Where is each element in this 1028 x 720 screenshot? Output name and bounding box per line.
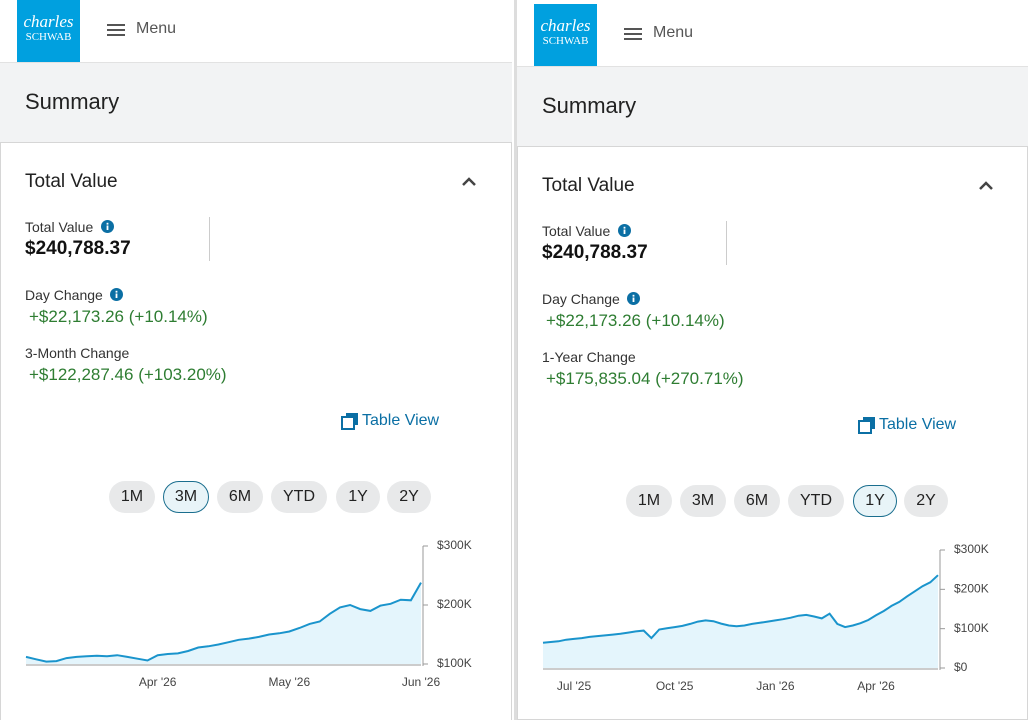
range-button[interactable]: 3M [163,481,209,513]
table-view-icon[interactable] [858,416,876,434]
summary-band [0,62,512,143]
collapse-chevron[interactable] [978,181,994,191]
day-change-value: +$22,173.26 (+10.14%) [546,311,725,330]
area [543,575,938,668]
divider [514,0,517,720]
line [542,574,939,644]
logo-charles: charles [540,16,591,35]
range-button[interactable]: YTD [271,481,327,513]
card-title: Total Value [25,171,118,192]
logo[interactable]: charles SCHWAB [17,0,80,62]
period-change-label: 1-Year Change [542,349,636,365]
summary-band [517,66,1028,147]
x-tick-label: Apr '26 [139,675,177,689]
card-title: Total Value [542,175,635,196]
range-button[interactable]: YTD [788,485,844,517]
line [25,582,422,663]
logo[interactable]: charles SCHWAB [534,4,597,66]
menu-label[interactable]: Menu [653,24,694,41]
x-tick-label: May '26 [269,675,311,689]
card: Total Value Total Value $240,788.37 Day Cha… [517,146,1028,720]
y-tick-label: $300K [437,538,472,552]
range-button[interactable]: 1Y [336,481,380,513]
x-tick-label: Apr '26 [857,679,895,693]
menu-label[interactable]: Menu [136,20,177,37]
total-value: $240,788.37 [25,238,131,259]
y-tick-label: $100K [954,621,989,635]
table-view-link[interactable]: Table View [879,416,957,433]
range-button[interactable]: 1M [626,485,672,517]
period-change-label: 3-Month Change [25,345,130,361]
period-change-value: +$175,835.04 (+270.71%) [546,369,744,388]
range-button[interactable]: 2Y [904,485,948,517]
y-tick-label: $0 [954,660,968,674]
range-button[interactable]: 1M [109,481,155,513]
total-label: Total Value [25,219,94,235]
logo-charles: charles [23,12,74,31]
panel: charles SCHWAB Menu Summary Total Value Total… [517,4,1028,720]
divider [726,221,727,265]
y-tick-label: $200K [437,597,472,611]
collapse-chevron[interactable] [461,177,477,187]
x-tick-label: Jan '26 [756,679,795,693]
y-tick-label: $100K [437,656,472,670]
chart: $0 $100K $200K $300K Jul '25 Oct '25 Jan '26 Ap… [542,542,989,693]
x-tick-label: Jul '25 [557,679,592,693]
y-tick-label: $200K [954,582,989,596]
panel: charles SCHWAB Menu Summary Total Value Total… [0,0,512,720]
table-view-icon[interactable] [341,412,359,430]
area [26,582,421,664]
y-tick-label: $300K [954,542,989,556]
range-button[interactable]: 3M [680,485,726,517]
period-change-value: +$122,287.46 (+103.20%) [29,365,227,384]
divider [209,217,210,261]
total-value: $240,788.37 [542,242,648,263]
logo-schwab: SCHWAB [542,35,589,47]
range-button[interactable]: 1Y [853,485,897,517]
page-title: Summary [25,89,120,114]
chart: $100K $200K $300K Apr '26 May '26 Jun '26 [25,538,472,689]
total-label: Total Value [542,223,611,239]
menu-icon[interactable] [107,22,125,38]
range-button[interactable]: 6M [217,481,263,513]
day-change-label: Day Change [542,291,620,307]
day-change-value: +$22,173.26 (+10.14%) [29,307,208,326]
info-icon[interactable] [627,292,640,305]
info-icon[interactable] [101,220,114,233]
table-view-link[interactable]: Table View [362,412,440,429]
day-change-label: Day Change [25,287,103,303]
info-icon[interactable] [110,288,123,301]
info-icon[interactable] [618,224,631,237]
range-button[interactable]: 6M [734,485,780,517]
logo-schwab: SCHWAB [25,31,72,43]
page-title: Summary [542,93,637,118]
range-button[interactable]: 2Y [387,481,431,513]
menu-icon[interactable] [624,26,642,42]
card: Total Value Total Value $240,788.37 Day Cha… [0,142,512,720]
x-tick-label: Oct '25 [656,679,694,693]
x-tick-label: Jun '26 [402,675,441,689]
